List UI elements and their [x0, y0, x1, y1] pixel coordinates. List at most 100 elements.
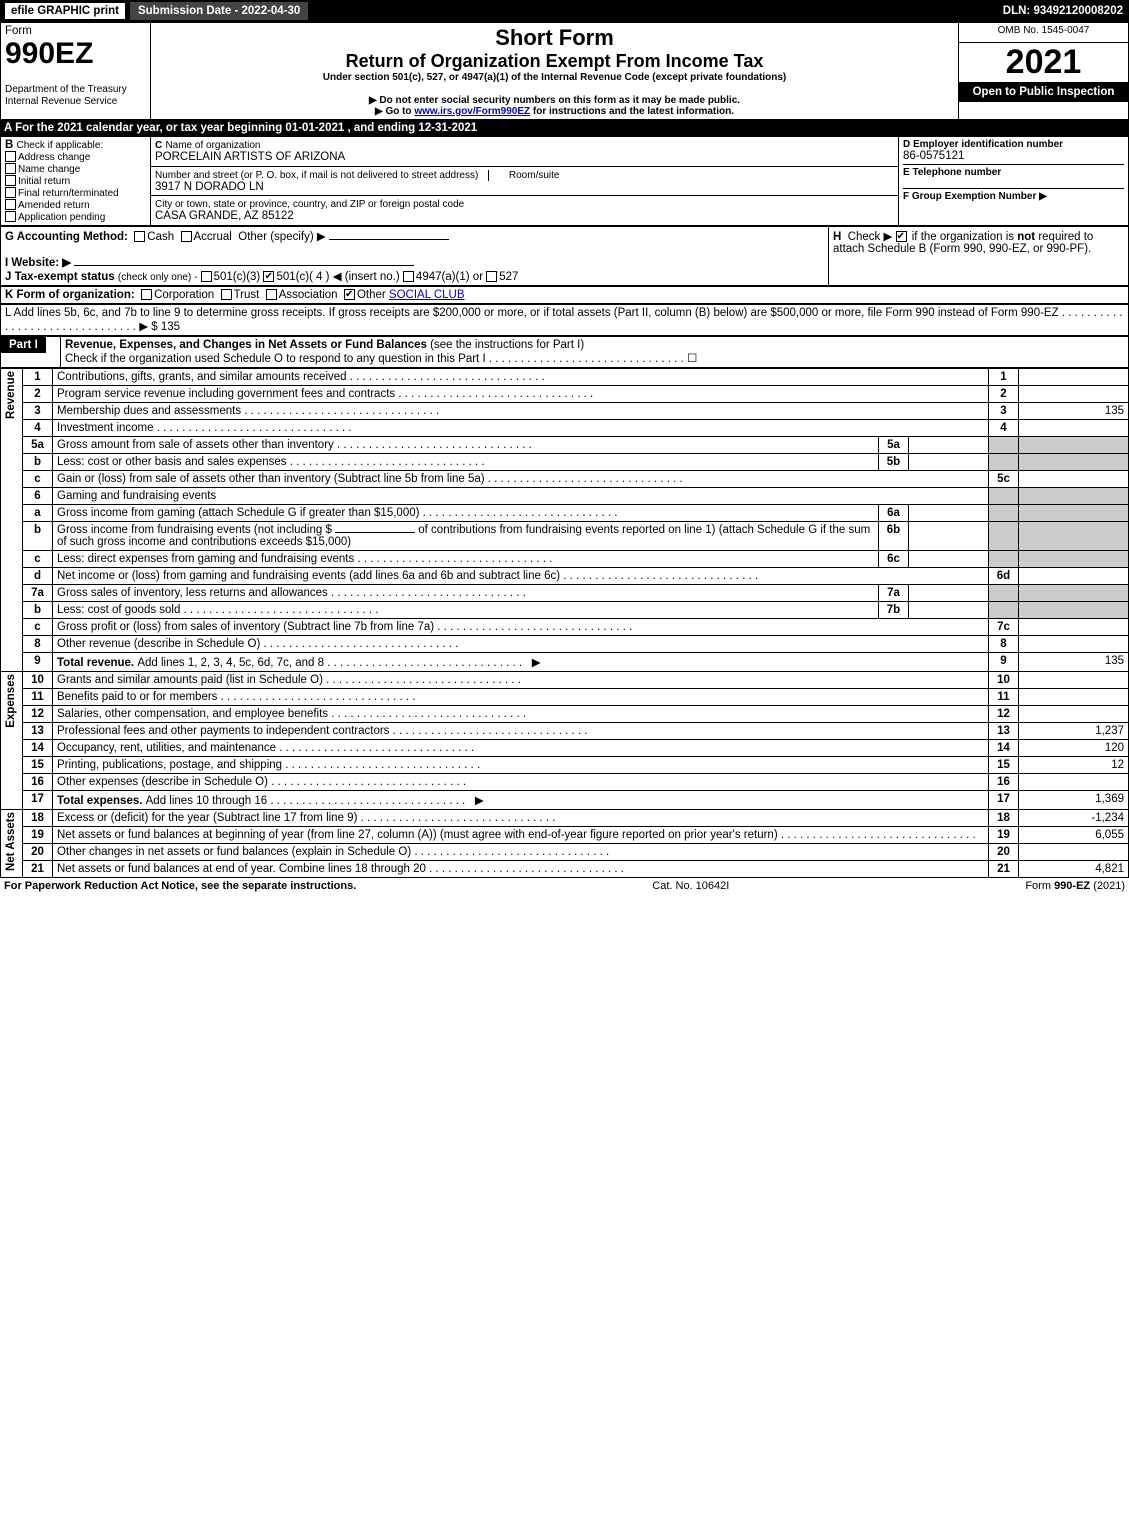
- sub-value: [909, 437, 989, 454]
- box-d-label: D Employer identification number: [903, 139, 1124, 150]
- form-header: Form 990EZ Department of the Treasury In…: [0, 22, 1129, 120]
- line-text: Gain or (loss) from sale of assets other…: [53, 471, 989, 488]
- gray-cell: [1019, 505, 1129, 522]
- box-b-label: B: [5, 139, 13, 151]
- b-opt-label: Final return/terminated: [18, 188, 119, 199]
- 501c-checkbox[interactable]: [263, 271, 274, 282]
- line-ref: 5c: [989, 471, 1019, 488]
- b-opt-checkbox[interactable]: [5, 211, 16, 222]
- b-opt-checkbox[interactable]: [5, 175, 16, 186]
- line-text: Excess or (deficit) for the year (Subtra…: [53, 810, 989, 827]
- line-value: [1019, 369, 1129, 386]
- line-value: [1019, 568, 1129, 585]
- b-opt-checkbox[interactable]: [5, 151, 16, 162]
- line-num: 19: [23, 827, 53, 844]
- sub-ref: 6b: [879, 522, 909, 551]
- line-text: Gaming and fundraising events: [53, 488, 989, 505]
- other-org-value[interactable]: SOCIAL CLUB: [389, 289, 465, 301]
- accrual-checkbox[interactable]: [181, 231, 192, 242]
- line-text: Net assets or fund balances at end of ye…: [53, 861, 989, 878]
- line-ref: 16: [989, 774, 1019, 791]
- schedule-b-checkbox[interactable]: [896, 231, 907, 242]
- b-opt-label: Address change: [18, 152, 90, 163]
- 4947-checkbox[interactable]: [403, 271, 414, 282]
- line-k: K Form of organization: Corporation Trus…: [0, 286, 1129, 304]
- part1-label: Part I: [1, 337, 46, 353]
- sub-ref: 6a: [879, 505, 909, 522]
- cash-checkbox[interactable]: [134, 231, 145, 242]
- line-value: 120: [1019, 740, 1129, 757]
- line-num: 21: [23, 861, 53, 878]
- gray-cell: [989, 505, 1019, 522]
- line-ref: 19: [989, 827, 1019, 844]
- line-text: Salaries, other compensation, and employ…: [53, 706, 989, 723]
- line-text: Net assets or fund balances at beginning…: [53, 827, 989, 844]
- line-text: Gross profit or (loss) from sales of inv…: [53, 619, 989, 636]
- line-text: Other expenses (describe in Schedule O): [53, 774, 989, 791]
- line-value: 135: [1019, 403, 1129, 420]
- line-text: Total expenses. Add lines 10 through 16 …: [53, 791, 989, 810]
- gray-cell: [1019, 585, 1129, 602]
- line-text: Gross income from gaming (attach Schedul…: [53, 505, 879, 522]
- line-text: Benefits paid to or for members: [53, 689, 989, 706]
- other-org-checkbox[interactable]: [344, 289, 355, 300]
- b-opt-checkbox[interactable]: [5, 187, 16, 198]
- trust-checkbox[interactable]: [221, 289, 232, 300]
- line-ref: 13: [989, 723, 1019, 740]
- b-opt-checkbox[interactable]: [5, 199, 16, 210]
- gray-cell: [989, 585, 1019, 602]
- b-opt-label: Application pending: [18, 212, 105, 223]
- gray-cell: [989, 454, 1019, 471]
- 527-checkbox[interactable]: [486, 271, 497, 282]
- line-ref: 9: [989, 653, 1019, 672]
- line-value: [1019, 672, 1129, 689]
- line-text: Professional fees and other payments to …: [53, 723, 989, 740]
- line-h-label: H: [833, 231, 841, 243]
- line-num: 17: [23, 791, 53, 810]
- line-ref: 1: [989, 369, 1019, 386]
- city-label: City or town, state or province, country…: [155, 199, 464, 210]
- line-l: L Add lines 5b, 6c, and 7b to line 9 to …: [0, 304, 1129, 336]
- line-num: 14: [23, 740, 53, 757]
- line-text: Less: direct expenses from gaming and fu…: [53, 551, 879, 568]
- line-ref: 4: [989, 420, 1019, 437]
- corp-checkbox[interactable]: [141, 289, 152, 300]
- footer-right: Form 990-EZ (2021): [1025, 880, 1125, 892]
- line-num: c: [23, 551, 53, 568]
- line-i-label: I Website: ▶: [5, 257, 71, 269]
- line-text: Printing, publications, postage, and shi…: [53, 757, 989, 774]
- line-num: b: [23, 522, 53, 551]
- efile-print-button[interactable]: efile GRAPHIC print: [4, 2, 126, 20]
- gray-cell: [1019, 551, 1129, 568]
- line-value: [1019, 386, 1129, 403]
- part1-check-line: Check if the organization used Schedule …: [65, 353, 486, 365]
- line-num: c: [23, 471, 53, 488]
- form-word: Form: [5, 25, 32, 37]
- line-ref: 18: [989, 810, 1019, 827]
- line-g-label: G Accounting Method:: [5, 231, 128, 243]
- line-text: Gross income from fundraising events (no…: [53, 522, 879, 551]
- line-j-label: J Tax-exempt status: [5, 271, 115, 283]
- gray-cell: [1019, 437, 1129, 454]
- gray-cell: [989, 551, 1019, 568]
- box-c-label: C: [155, 140, 162, 151]
- line-value: 1,237: [1019, 723, 1129, 740]
- assoc-checkbox[interactable]: [266, 289, 277, 300]
- line-text: Grants and similar amounts paid (list in…: [53, 672, 989, 689]
- line-text: Less: cost of goods sold: [53, 602, 879, 619]
- line-num: 16: [23, 774, 53, 791]
- 501c3-checkbox[interactable]: [201, 271, 212, 282]
- line-num: 7a: [23, 585, 53, 602]
- b-opt-checkbox[interactable]: [5, 163, 16, 174]
- part1-instr: (see the instructions for Part I): [430, 339, 584, 351]
- irs-link[interactable]: www.irs.gov/Form990EZ: [414, 106, 530, 117]
- line-value: [1019, 636, 1129, 653]
- line-num: 5a: [23, 437, 53, 454]
- part1-checkbox[interactable]: ☐: [687, 353, 697, 365]
- ghij-block: G Accounting Method: Cash Accrual Other …: [0, 226, 1129, 286]
- line-ref: 7c: [989, 619, 1019, 636]
- part1-table: Revenue1Contributions, gifts, grants, an…: [0, 368, 1129, 878]
- line-num: 10: [23, 672, 53, 689]
- gross-receipts-value: 135: [161, 321, 180, 333]
- line-text: Gross sales of inventory, less returns a…: [53, 585, 879, 602]
